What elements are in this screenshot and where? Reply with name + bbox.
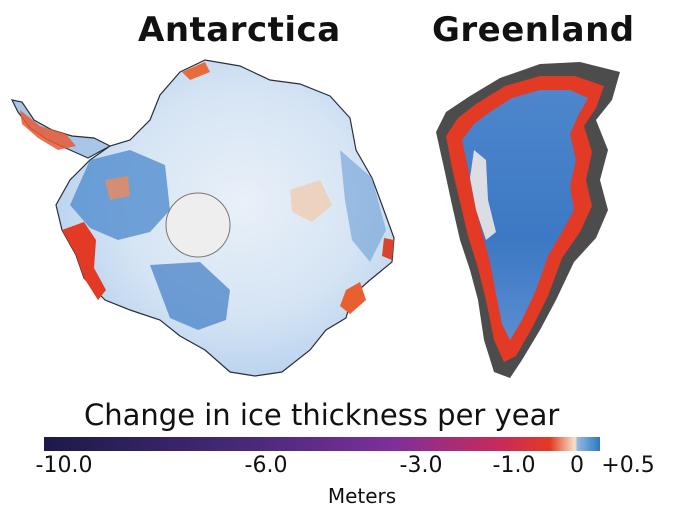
tick-label: -6.0 (244, 453, 288, 478)
pole-hole (165, 192, 231, 258)
coastal-loss-1 (182, 62, 210, 80)
colorbar (44, 437, 600, 451)
amundsen-sea-loss (62, 222, 106, 300)
totten-loss (382, 238, 394, 260)
tick-label: +0.5 (601, 453, 655, 478)
greenland-title: Greenland (432, 10, 635, 50)
legend-title: Change in ice thickness per year (84, 398, 560, 432)
antarctic-peninsula (10, 99, 112, 159)
colorbar-gradient (44, 437, 600, 451)
greenland-map (436, 62, 620, 378)
wilkes-loss (340, 282, 366, 314)
interior-orange (290, 180, 332, 222)
peninsula-loss (20, 110, 76, 150)
east-coast-blue (340, 150, 386, 262)
coastal-loss-2 (105, 176, 130, 200)
ice-shelf-blue (150, 262, 230, 330)
greenland-ice-interior (462, 90, 588, 340)
tick-label: -3.0 (399, 453, 443, 478)
antarctica-title: Antarctica (138, 10, 341, 50)
greenland-white-fringe (470, 150, 496, 240)
tick-label: -10.0 (35, 453, 93, 478)
tick-label: -1.0 (492, 453, 536, 478)
unit-label: Meters (327, 484, 397, 508)
antarctica-map (10, 59, 395, 377)
tick-label: 0 (570, 453, 584, 478)
